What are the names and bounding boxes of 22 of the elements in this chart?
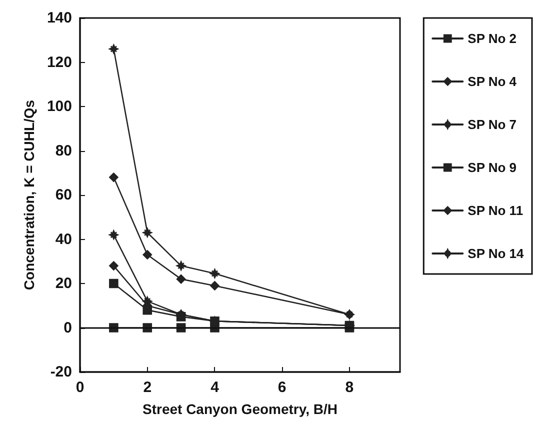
- y-axis-title: Concentration, K = CUHL/Qs: [21, 100, 38, 290]
- y-tick-label: 100: [46, 98, 72, 115]
- x-axis-title: Street Canyon Geometry, B/H: [142, 401, 338, 417]
- x-tick-label: 8: [345, 379, 354, 396]
- y-tick-label: 40: [55, 230, 72, 248]
- x-tick-label: 0: [76, 379, 84, 396]
- y-tick-label: 120: [46, 54, 72, 71]
- y-tick-label: 140: [46, 10, 72, 26]
- y-tick-label: 0: [64, 319, 72, 336]
- legend-label: SP No 2: [468, 31, 517, 46]
- legend-label: SP No 14: [468, 246, 525, 261]
- y-tick-label: 80: [55, 142, 72, 160]
- x-tick-label: 2: [143, 379, 152, 396]
- legend-label: SP No 11: [468, 203, 524, 218]
- legend-label: SP No 7: [468, 117, 517, 132]
- y-tick-label: -20: [50, 364, 72, 380]
- x-tick-label: 4: [210, 379, 220, 396]
- y-tick-label: 60: [55, 186, 72, 204]
- y-tick-label: 20: [55, 275, 72, 292]
- legend-label: SP No 9: [468, 160, 517, 175]
- x-tick-label: 6: [278, 379, 286, 396]
- legend-label: SP No 4: [468, 74, 518, 89]
